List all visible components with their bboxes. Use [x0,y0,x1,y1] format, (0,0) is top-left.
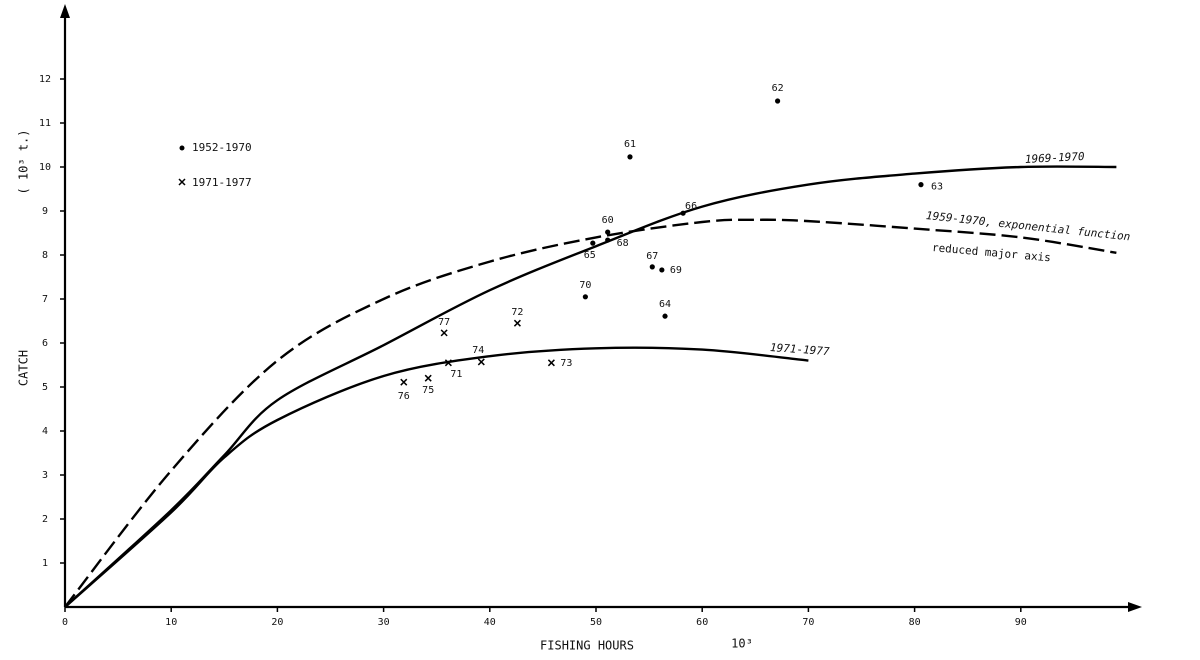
point-label: 75 [422,385,434,396]
point-label: 73 [560,358,572,369]
y-tick-label: 10 [39,162,51,173]
y-tick-label: 7 [42,294,48,305]
x-tick-label: 10 [165,617,177,628]
y-tick-label: 9 [42,206,48,217]
data-point [605,229,611,235]
y-axis-unit: ( 10³ t.) [17,129,31,194]
y-tick-label: 1 [42,558,48,569]
x-axis-unit: 10³ [731,637,753,651]
data-point [400,378,408,386]
data-point [424,374,432,382]
x-tick-label: 90 [1015,617,1027,628]
data-point [582,294,588,300]
point-label: 77 [438,317,450,328]
y-tick-label: 8 [42,250,48,261]
data-point [775,98,781,104]
point-label: 64 [659,299,671,310]
data-point [513,319,521,327]
point-label: 76 [398,391,410,402]
data-point [590,240,596,246]
y-tick-label: 12 [39,74,51,85]
point-label: 72 [511,307,523,318]
y-tick-label: 5 [42,382,48,393]
x-tick-label: 20 [271,617,283,628]
data-point [659,267,665,273]
legend-marker [179,145,185,151]
point-label: 65 [584,250,596,261]
point-label: 61 [624,139,636,150]
point-label: 67 [646,251,658,262]
x-tick-label: 70 [802,617,814,628]
annotation: reduced major axis [931,241,1051,264]
point-label: 69 [670,265,682,276]
data-point [680,210,686,216]
y-arrow [60,4,70,18]
y-tick-label: 3 [42,470,48,481]
y-tick-label: 6 [42,338,48,349]
x-tick-label: 50 [590,617,602,628]
x-arrow [1128,602,1142,612]
point-label: 62 [772,83,784,94]
y-tick-label: 2 [42,514,48,525]
data-point [444,359,452,367]
legend-label: 1971-1977 [192,176,252,189]
point-label: 63 [931,182,943,193]
y-tick-label: 11 [39,118,51,129]
y-axis-label: CATCH [17,350,31,386]
curve-label: 1971-1977 [770,341,831,358]
legend-marker [178,178,186,186]
x-tick-label: 60 [696,617,708,628]
x-axis-label: FISHING HOURS [540,639,634,653]
x-tick-label: 30 [378,617,390,628]
fitted-curve [64,218,1117,608]
legend-label: 1952-1970 [192,141,252,154]
point-label: 60 [602,215,614,226]
data-point [605,237,611,243]
fitted-curve [64,346,809,608]
point-label: 74 [472,345,484,356]
curve-label: 1969-1970 [1025,150,1086,166]
point-label: 71 [450,369,462,380]
x-tick-label: 40 [484,617,496,628]
data-point [662,313,668,319]
y-tick-label: 4 [42,426,48,437]
x-tick-label: 80 [909,617,921,628]
data-point [918,182,924,188]
data-point [627,154,633,160]
data-point [440,329,448,337]
point-label: 70 [579,280,591,291]
point-label: 68 [617,238,629,249]
data-point [547,359,555,367]
x-tick-label: 0 [62,617,68,628]
data-point [477,358,485,366]
point-label: 66 [685,201,697,212]
data-point [649,264,655,270]
